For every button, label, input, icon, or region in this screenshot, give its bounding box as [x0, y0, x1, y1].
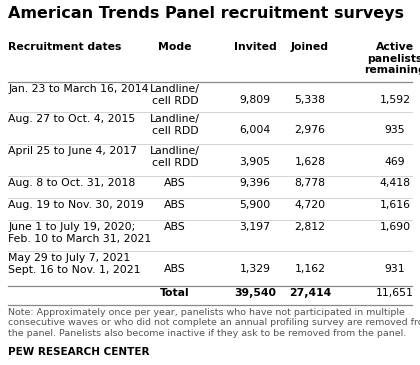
Text: April 25 to June 4, 2017: April 25 to June 4, 2017 — [8, 146, 137, 156]
Text: 1,329: 1,329 — [239, 264, 270, 274]
Text: 1,616: 1,616 — [380, 200, 410, 210]
Text: Aug. 19 to Nov. 30, 2019: Aug. 19 to Nov. 30, 2019 — [8, 200, 144, 210]
Text: 1,592: 1,592 — [380, 95, 410, 105]
Text: 3,197: 3,197 — [239, 222, 270, 232]
Text: 469: 469 — [385, 157, 405, 167]
Text: Invited: Invited — [234, 42, 276, 52]
Text: 931: 931 — [385, 264, 405, 274]
Text: Landline/
cell RDD: Landline/ cell RDD — [150, 146, 200, 168]
Text: 27,414: 27,414 — [289, 288, 331, 298]
Text: Aug. 8 to Oct. 31, 2018: Aug. 8 to Oct. 31, 2018 — [8, 178, 135, 188]
Text: ABS: ABS — [164, 200, 186, 210]
Text: Note: Approximately once per year, panelists who have not participated in multip: Note: Approximately once per year, panel… — [8, 308, 420, 338]
Text: 2,976: 2,976 — [294, 125, 326, 135]
Text: Mode: Mode — [158, 42, 192, 52]
Text: Joined: Joined — [291, 42, 329, 52]
Text: 5,900: 5,900 — [239, 200, 270, 210]
Text: PEW RESEARCH CENTER: PEW RESEARCH CENTER — [8, 347, 150, 357]
Text: 8,778: 8,778 — [294, 178, 326, 188]
Text: 9,396: 9,396 — [239, 178, 270, 188]
Text: Landline/
cell RDD: Landline/ cell RDD — [150, 114, 200, 136]
Text: 4,418: 4,418 — [380, 178, 410, 188]
Text: American Trends Panel recruitment surveys: American Trends Panel recruitment survey… — [8, 6, 404, 21]
Text: 1,690: 1,690 — [379, 222, 411, 232]
Text: Jan. 23 to March 16, 2014: Jan. 23 to March 16, 2014 — [8, 84, 149, 94]
Text: Landline/
cell RDD: Landline/ cell RDD — [150, 84, 200, 105]
Text: 1,628: 1,628 — [294, 157, 326, 167]
Text: 5,338: 5,338 — [294, 95, 326, 105]
Text: ABS: ABS — [164, 264, 186, 274]
Text: Total: Total — [160, 288, 190, 298]
Text: May 29 to July 7, 2021
Sept. 16 to Nov. 1, 2021: May 29 to July 7, 2021 Sept. 16 to Nov. … — [8, 253, 141, 274]
Text: 4,720: 4,720 — [294, 200, 326, 210]
Text: Aug. 27 to Oct. 4, 2015: Aug. 27 to Oct. 4, 2015 — [8, 114, 135, 124]
Text: ABS: ABS — [164, 222, 186, 232]
Text: Recruitment dates: Recruitment dates — [8, 42, 121, 52]
Text: June 1 to July 19, 2020;
Feb. 10 to March 31, 2021: June 1 to July 19, 2020; Feb. 10 to Marc… — [8, 222, 151, 243]
Text: 9,809: 9,809 — [239, 95, 270, 105]
Text: 2,812: 2,812 — [294, 222, 326, 232]
Text: Active
panelists
remaining: Active panelists remaining — [364, 42, 420, 75]
Text: 39,540: 39,540 — [234, 288, 276, 298]
Text: 1,162: 1,162 — [294, 264, 326, 274]
Text: 11,651: 11,651 — [376, 288, 414, 298]
Text: 935: 935 — [385, 125, 405, 135]
Text: ABS: ABS — [164, 178, 186, 188]
Text: 3,905: 3,905 — [239, 157, 270, 167]
Text: 6,004: 6,004 — [239, 125, 270, 135]
